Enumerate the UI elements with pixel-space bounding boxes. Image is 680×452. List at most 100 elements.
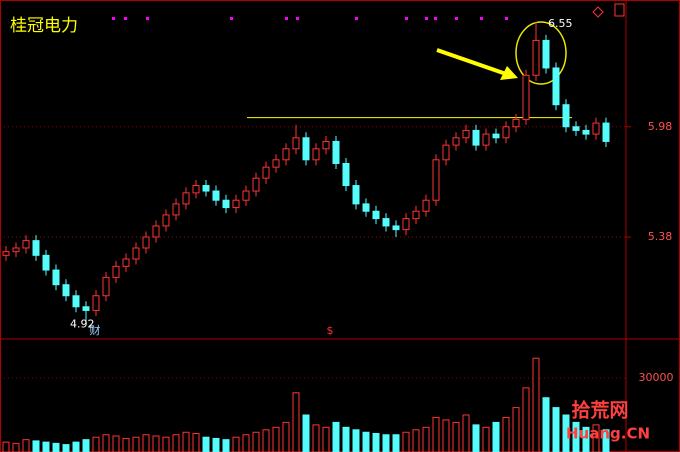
- candle-body: [352, 185, 360, 205]
- candle-body: [422, 199, 430, 212]
- volume-bar: [362, 431, 370, 452]
- candle-body: [282, 148, 290, 161]
- y-tick-label: 30000: [639, 371, 674, 384]
- volume-bar: [462, 414, 470, 452]
- candle-body: [232, 199, 240, 209]
- volume-bar: [42, 441, 50, 452]
- candle-body: [332, 140, 340, 164]
- volume-bar: [442, 419, 450, 452]
- volume-bar: [212, 437, 220, 452]
- volume-bar: [242, 434, 250, 452]
- volume-bar: [112, 435, 120, 452]
- high-label: 6.55: [548, 17, 573, 30]
- volume-bar: [92, 436, 100, 452]
- candle-body: [402, 218, 410, 231]
- candle-body: [572, 126, 580, 131]
- volume-bar: [302, 414, 310, 452]
- volume-bar: [332, 421, 340, 452]
- arrow: [436, 48, 513, 78]
- candle-body: [142, 236, 150, 249]
- volume-bar: [282, 421, 290, 452]
- volume-bar: [142, 434, 150, 452]
- candle-body: [122, 258, 130, 267]
- volume-bar: [82, 439, 90, 452]
- candle-body: [202, 185, 210, 192]
- volume-bar: [512, 407, 520, 452]
- volume-bar: [222, 439, 230, 452]
- candle-body: [292, 137, 300, 150]
- volume-bar: [432, 416, 440, 452]
- volume-bar: [22, 439, 30, 452]
- candle-body: [112, 265, 120, 278]
- candle-body: [102, 276, 110, 297]
- candle-body: [372, 210, 380, 220]
- volume-bar: [312, 424, 320, 452]
- highlight-circle: [515, 21, 567, 85]
- volume-bar: [602, 429, 610, 452]
- candle-body: [482, 133, 490, 146]
- candle-body: [452, 137, 460, 146]
- candle-body: [22, 240, 30, 249]
- candle-body: [442, 144, 450, 161]
- volume-bar: [122, 437, 130, 452]
- candle-body: [542, 39, 550, 69]
- annotation: 财: [90, 323, 101, 337]
- candle-body: [252, 177, 260, 192]
- candle-body: [312, 148, 320, 161]
- volume-bar: [562, 414, 570, 452]
- volume-bar: [162, 436, 170, 452]
- volume-bar: [62, 444, 70, 452]
- candle-body: [342, 162, 350, 187]
- volume-bar: [52, 442, 60, 452]
- candle-body: [472, 129, 480, 146]
- candle-body: [592, 122, 600, 135]
- volume-bar: [192, 432, 200, 452]
- volume-bar: [392, 434, 400, 452]
- volume-bar: [12, 442, 20, 452]
- event-markers: [112, 17, 508, 20]
- volume-bar: [72, 441, 80, 452]
- arrowhead: [500, 66, 518, 80]
- volume-bar: [152, 435, 160, 452]
- volume-bar: [402, 431, 410, 452]
- volume-bar: [322, 426, 330, 452]
- candle-body: [162, 214, 170, 227]
- candle-body: [382, 218, 390, 227]
- candle-body: [72, 295, 80, 308]
- candle-body: [212, 190, 220, 201]
- volume-bar: [422, 426, 430, 452]
- menu-icon[interactable]: [592, 6, 604, 18]
- volume-bar: [382, 434, 390, 452]
- volume-bar: [262, 429, 270, 452]
- candle-body: [132, 247, 140, 260]
- volume-bar: [32, 440, 40, 452]
- chart-title: 桂冠电力: [10, 16, 78, 36]
- candle-body: [182, 192, 190, 205]
- candle-body: [412, 210, 420, 220]
- candle-body: [462, 129, 470, 139]
- volume-bar: [352, 429, 360, 452]
- volume-bar: [202, 436, 210, 452]
- candle-body: [92, 295, 100, 311]
- volume-bar: [472, 424, 480, 452]
- candle-body: [62, 284, 70, 297]
- volume-bar: [232, 436, 240, 452]
- window-icon[interactable]: [614, 3, 625, 17]
- annotation: $: [327, 324, 334, 337]
- volume-bar: [482, 426, 490, 452]
- watermark: Huang.CN: [566, 425, 650, 443]
- volume-bar: [182, 431, 190, 452]
- y-tick-label: 5.98: [648, 120, 673, 133]
- volume-bar: [102, 434, 110, 452]
- candle-body: [222, 199, 230, 209]
- volume-bar: [132, 436, 140, 452]
- candle-body: [392, 225, 400, 231]
- candle-body: [602, 122, 610, 142]
- volume-bar: [292, 392, 300, 452]
- volume-bar: [572, 421, 580, 452]
- candle-body: [242, 190, 250, 201]
- candle-body: [302, 137, 310, 161]
- candle-body: [32, 240, 40, 256]
- volume-bar: [372, 432, 380, 452]
